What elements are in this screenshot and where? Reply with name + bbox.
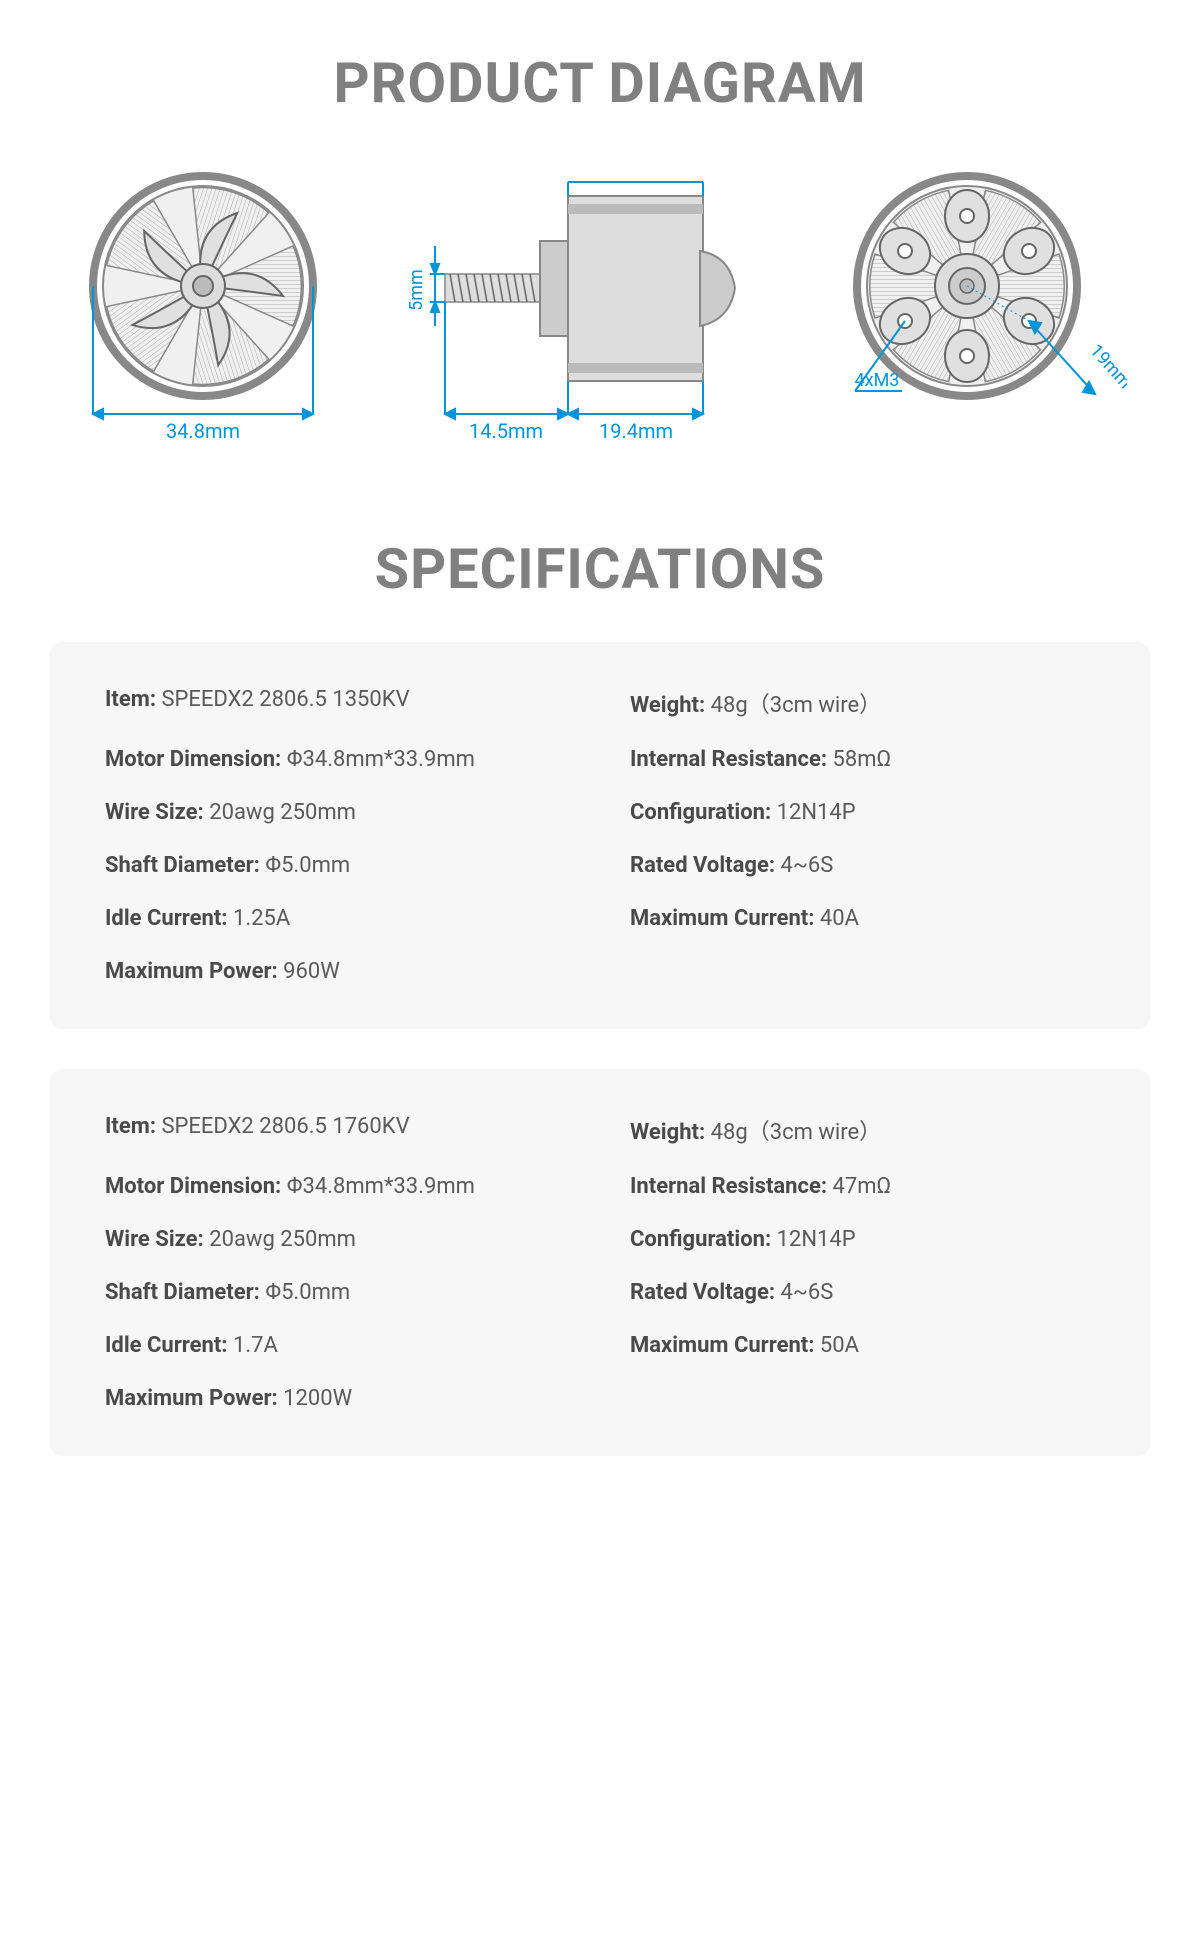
spec-card-0: Item: SPEEDX2 2806.5 1350KV Weight: 48g（… — [50, 642, 1150, 1029]
diagram-middle: 5mm 14.5mm 19.4mm — [400, 156, 760, 446]
diagram-left: 34.8mm — [73, 156, 333, 446]
spec-internal-resistance: Internal Resistance: 47mΩ — [630, 1174, 1095, 1199]
dim-mid1: 14.5mm — [469, 419, 543, 443]
motor-top-icon: 4xM3 19mm — [827, 156, 1127, 446]
spec-weight: Weight: 48g（3cm wire） — [630, 687, 1095, 719]
spec-motor-dimension: Motor Dimension: Φ34.8mm*33.9mm — [105, 747, 570, 772]
spec-weight: Weight: 48g（3cm wire） — [630, 1114, 1095, 1146]
motor-bottom-icon: 34.8mm — [73, 156, 333, 446]
spec-configuration: Configuration: 12N14P — [630, 1227, 1095, 1252]
spec-card-1: Item: SPEEDX2 2806.5 1760KV Weight: 48g（… — [50, 1069, 1150, 1456]
spec-idle-current: Idle Current: 1.25A — [105, 906, 570, 931]
spec-maximum-power: Maximum Power: 1200W — [105, 1386, 570, 1411]
dim-4xm3: 4xM3 — [854, 370, 899, 391]
spec-maximum-current: Maximum Current: 40A — [630, 906, 1095, 931]
spec-shaft-diameter: Shaft Diameter: Φ5.0mm — [105, 853, 570, 878]
spec-maximum-current: Maximum Current: 50A — [630, 1333, 1095, 1358]
spec-internal-resistance: Internal Resistance: 58mΩ — [630, 747, 1095, 772]
spec-rated-voltage: Rated Voltage: 4~6S — [630, 853, 1095, 878]
spec-item: Item: SPEEDX2 2806.5 1350KV — [105, 687, 570, 719]
spec-idle-current: Idle Current: 1.7A — [105, 1333, 570, 1358]
dim-left: 34.8mm — [166, 419, 240, 443]
spec-configuration: Configuration: 12N14P — [630, 800, 1095, 825]
spec-maximum-power: Maximum Power: 960W — [105, 959, 570, 984]
dim-mid2: 19.4mm — [599, 419, 673, 443]
motor-side-icon: 5mm 14.5mm 19.4mm — [400, 156, 760, 446]
diagram-right: 4xM3 19mm — [827, 156, 1127, 446]
diagram-row: 34.8mm — [0, 156, 1200, 486]
diagram-heading: PRODUCT DIAGRAM — [0, 50, 1200, 116]
spec-motor-dimension: Motor Dimension: Φ34.8mm*33.9mm — [105, 1174, 570, 1199]
dim-5mm: 5mm — [406, 269, 427, 311]
spec-shaft-diameter: Shaft Diameter: Φ5.0mm — [105, 1280, 570, 1305]
spec-wire-size: Wire Size: 20awg 250mm — [105, 1227, 570, 1252]
spec-item: Item: SPEEDX2 2806.5 1760KV — [105, 1114, 570, 1146]
spec-rated-voltage: Rated Voltage: 4~6S — [630, 1280, 1095, 1305]
specs-heading: SPECIFICATIONS — [0, 536, 1200, 602]
spec-wire-size: Wire Size: 20awg 250mm — [105, 800, 570, 825]
